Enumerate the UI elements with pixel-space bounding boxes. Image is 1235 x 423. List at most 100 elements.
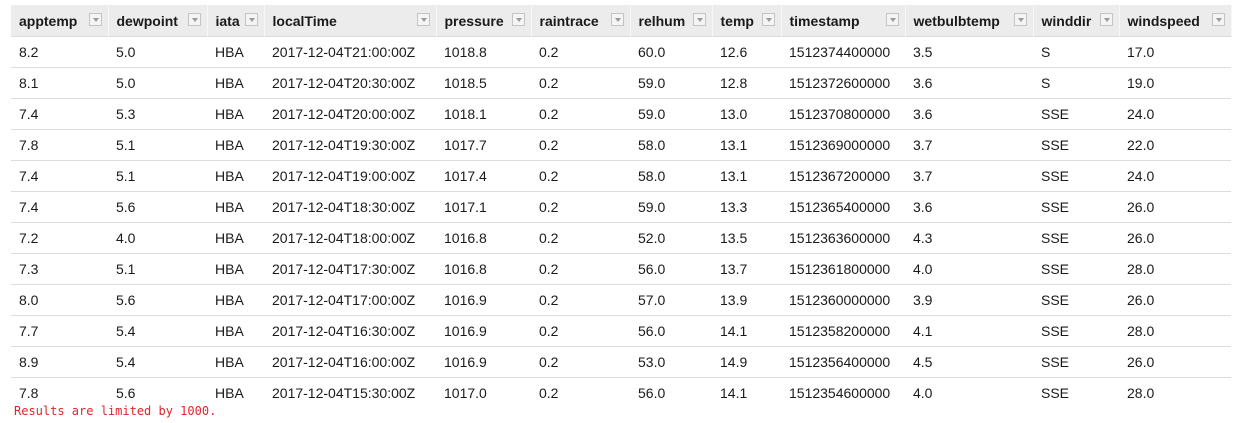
table-cell-windspeed: 24.0 [1119, 160, 1231, 192]
table-cell-winddir: SSE [1033, 346, 1119, 378]
column-header-pressure[interactable]: pressure [436, 5, 532, 37]
table-cell-iata: HBA [207, 346, 264, 378]
table-cell-dewpoint: 5.4 [108, 346, 207, 378]
table-cell-temp: 13.7 [712, 253, 781, 285]
table-cell-temp: 13.0 [712, 98, 781, 130]
table-cell-dewpoint: 5.3 [108, 98, 207, 130]
table-cell-pressure: 1017.7 [436, 129, 531, 161]
table-cell-pressure: 1016.8 [436, 222, 531, 254]
table-cell-winddir: S [1033, 67, 1119, 99]
table-row: 7.7 5.4 HBA 2017-12-04T16:30:00Z 1016.9 0.2 56… [11, 315, 1231, 347]
table-row: 8.0 5.6 HBA 2017-12-04T17:00:00Z 1016.9 0.2 57… [11, 284, 1231, 316]
table-cell-iata: HBA [207, 377, 264, 408]
table-cell-wetbulbtemp: 3.5 [905, 36, 1033, 68]
table-cell-apptemp: 8.2 [11, 36, 108, 68]
table-row: 8.1 5.0 HBA 2017-12-04T20:30:00Z 1018.5 0.2 59… [11, 67, 1231, 99]
column-header-iata[interactable]: iata [207, 5, 265, 37]
table-cell-timestamp: 1512370800000 [781, 98, 905, 130]
table-row: 7.4 5.1 HBA 2017-12-04T19:00:00Z 1017.4 0.2 58… [11, 160, 1231, 192]
table-cell-raintrace: 0.2 [531, 377, 630, 408]
column-header-label: iata [215, 12, 240, 29]
table-cell-winddir: S [1033, 36, 1119, 68]
table-cell-iata: HBA [207, 284, 264, 316]
table-cell-iata: HBA [207, 160, 264, 192]
chevron-down-icon[interactable] [88, 13, 102, 26]
table-cell-wetbulbtemp: 4.1 [905, 315, 1033, 347]
column-header-winddir[interactable]: winddir [1033, 5, 1120, 37]
chevron-down-icon[interactable] [244, 13, 258, 26]
table-cell-iata: HBA [207, 253, 264, 285]
table-cell-timestamp: 1512367200000 [781, 160, 905, 192]
chevron-down-icon[interactable] [1211, 13, 1225, 26]
table-cell-pressure: 1016.9 [436, 315, 531, 347]
column-header-label: apptemp [19, 12, 78, 29]
table-cell-dewpoint: 5.0 [108, 67, 207, 99]
chevron-down-icon[interactable] [416, 13, 430, 26]
table-cell-raintrace: 0.2 [531, 160, 630, 192]
table-cell-temp: 12.6 [712, 36, 781, 68]
table-cell-dewpoint: 5.0 [108, 36, 207, 68]
table-cell-wetbulbtemp: 3.7 [905, 160, 1033, 192]
chevron-down-icon[interactable] [511, 13, 525, 26]
column-header-label: timestamp [789, 12, 860, 29]
table-cell-wetbulbtemp: 3.6 [905, 98, 1033, 130]
table-cell-apptemp: 7.8 [11, 129, 108, 161]
table-cell-winddir: SSE [1033, 160, 1119, 192]
table-cell-relhum: 56.0 [630, 377, 712, 408]
chevron-down-icon[interactable] [1013, 13, 1027, 26]
table-cell-wetbulbtemp: 4.0 [905, 377, 1033, 408]
chevron-down-icon[interactable] [1099, 13, 1113, 26]
table-cell-apptemp: 7.8 [11, 377, 108, 408]
table-cell-apptemp: 7.4 [11, 160, 108, 192]
table-cell-raintrace: 0.2 [531, 98, 630, 130]
table-cell-raintrace: 0.2 [531, 253, 630, 285]
table-row: 7.8 5.1 HBA 2017-12-04T19:30:00Z 1017.7 0.2 58… [11, 129, 1231, 161]
table-cell-dewpoint: 5.1 [108, 253, 207, 285]
table-cell-relhum: 53.0 [630, 346, 712, 378]
table-cell-pressure: 1018.8 [436, 36, 531, 68]
column-header-wetbulbtemp[interactable]: wetbulbtemp [905, 5, 1034, 37]
column-header-label: temp [720, 12, 754, 29]
table-cell-timestamp: 1512356400000 [781, 346, 905, 378]
table-cell-windspeed: 24.0 [1119, 98, 1231, 130]
table-cell-localtime: 2017-12-04T19:30:00Z [264, 129, 436, 161]
column-header-raintrace[interactable]: raintrace [531, 5, 631, 37]
table-cell-windspeed: 26.0 [1119, 284, 1231, 316]
column-header-label: pressure [444, 12, 504, 29]
chevron-down-icon[interactable] [692, 13, 706, 26]
table-cell-pressure: 1016.9 [436, 346, 531, 378]
table-cell-winddir: SSE [1033, 98, 1119, 130]
table-cell-pressure: 1017.1 [436, 191, 531, 223]
table-cell-timestamp: 1512374400000 [781, 36, 905, 68]
table-cell-dewpoint: 4.0 [108, 222, 207, 254]
column-header-temp[interactable]: temp [712, 5, 782, 37]
column-header-apptemp[interactable]: apptemp [11, 5, 109, 37]
chevron-down-icon[interactable] [187, 13, 201, 26]
chevron-down-icon[interactable] [761, 13, 775, 26]
table-cell-pressure: 1016.8 [436, 253, 531, 285]
table-cell-temp: 14.9 [712, 346, 781, 378]
column-header-dewpoint[interactable]: dewpoint [108, 5, 208, 37]
table-cell-winddir: SSE [1033, 377, 1119, 408]
column-header-timestamp[interactable]: timestamp [781, 5, 906, 37]
table-cell-apptemp: 8.9 [11, 346, 108, 378]
column-header-windspeed[interactable]: windspeed [1119, 5, 1232, 37]
column-header-localtime[interactable]: localTime [264, 5, 437, 37]
table-cell-relhum: 60.0 [630, 36, 712, 68]
chevron-down-icon[interactable] [885, 13, 899, 26]
table-cell-iata: HBA [207, 98, 264, 130]
table-cell-windspeed: 28.0 [1119, 315, 1231, 347]
table-cell-localtime: 2017-12-04T18:30:00Z [264, 191, 436, 223]
table-cell-relhum: 56.0 [630, 253, 712, 285]
table-cell-timestamp: 1512354600000 [781, 377, 905, 408]
table-cell-pressure: 1016.9 [436, 284, 531, 316]
table-cell-relhum: 57.0 [630, 284, 712, 316]
chevron-down-icon[interactable] [610, 13, 624, 26]
table-cell-localtime: 2017-12-04T15:30:00Z [264, 377, 436, 408]
table-cell-windspeed: 28.0 [1119, 377, 1231, 408]
table-cell-relhum: 59.0 [630, 67, 712, 99]
table-cell-timestamp: 1512372600000 [781, 67, 905, 99]
column-header-relhum[interactable]: relhum [630, 5, 713, 37]
table-cell-apptemp: 7.2 [11, 222, 108, 254]
results-table-container: apptemp dewpoint iata localTime pressure rain… [11, 5, 1232, 408]
